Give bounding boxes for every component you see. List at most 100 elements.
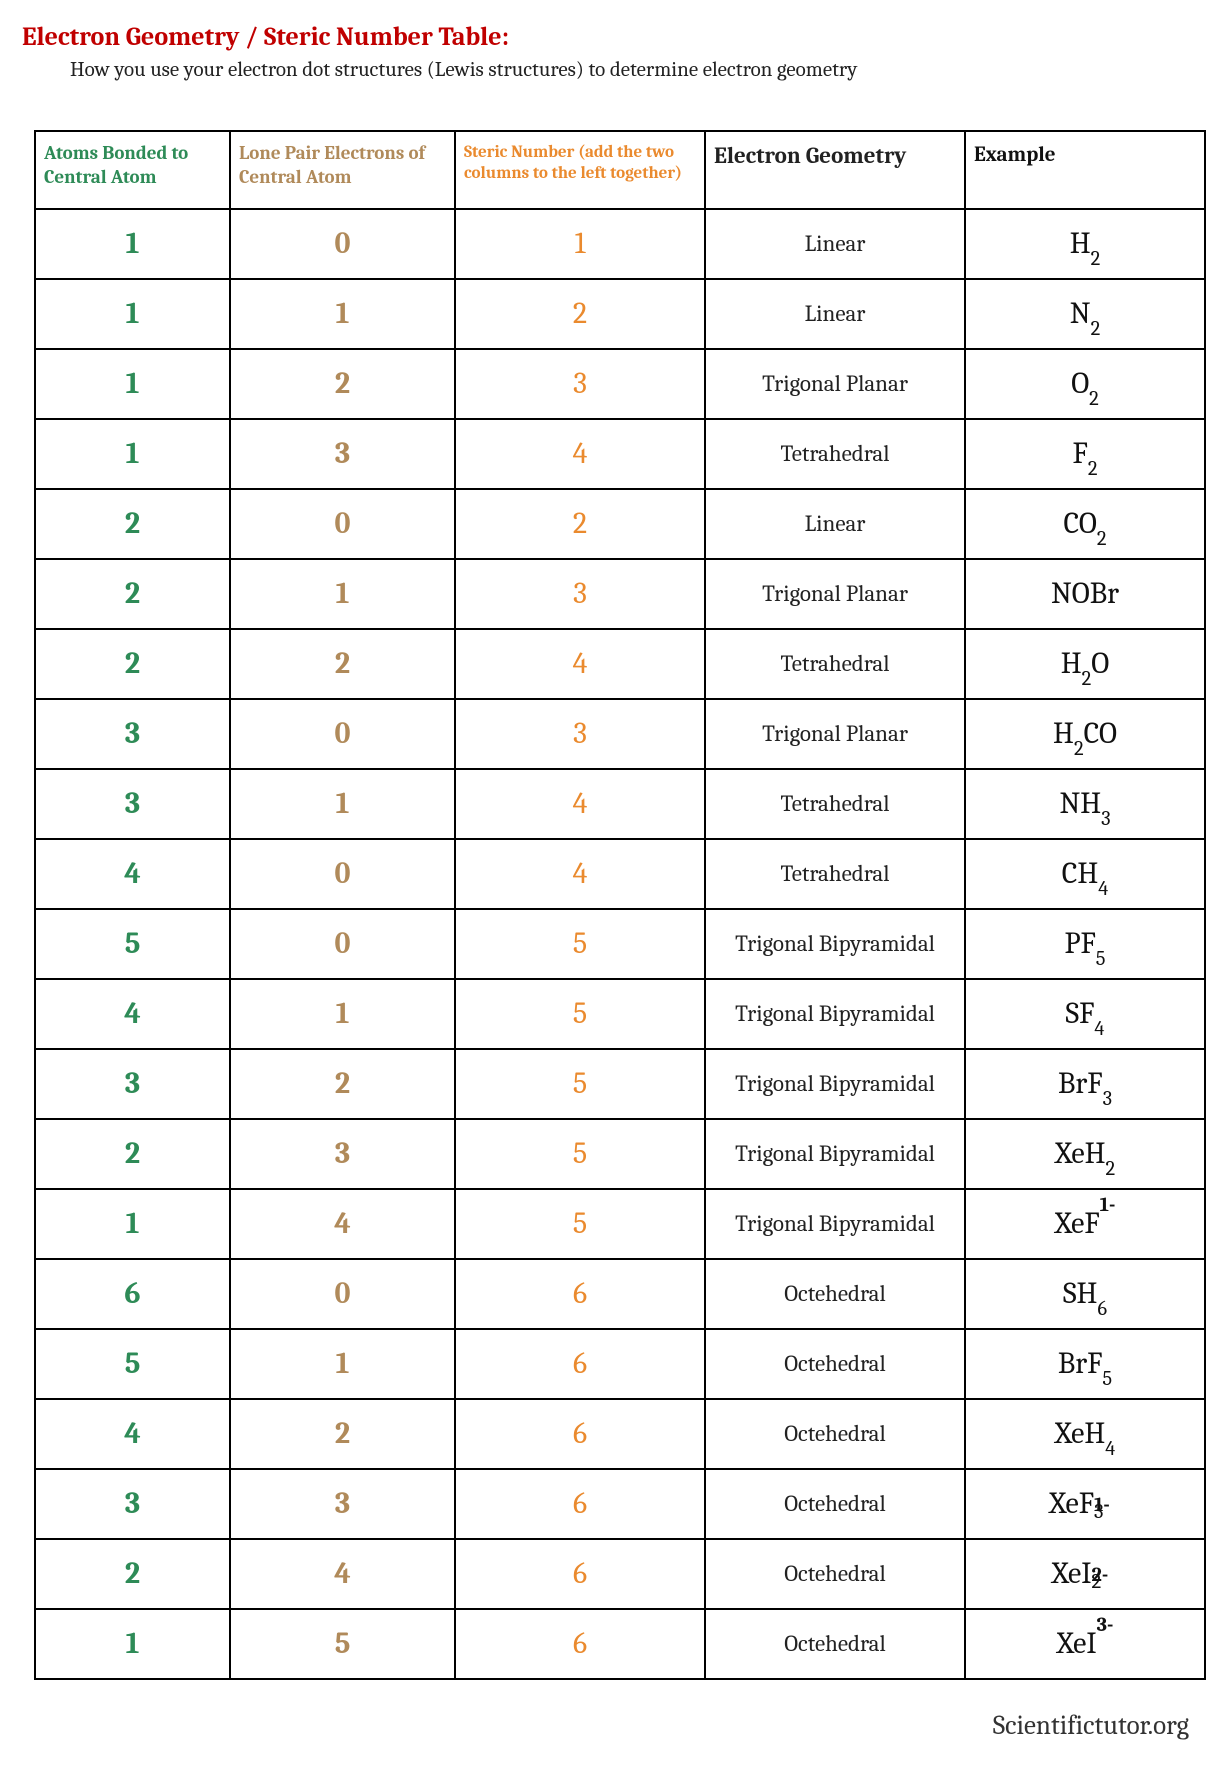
cell-lone: 0 [230,909,455,979]
cell-geom: Trigonal Bipyramidal [705,1119,965,1189]
cell-bonded: 3 [35,1049,230,1119]
cell-steric: 4 [455,419,705,489]
cell-geom: Trigonal Planar [705,349,965,419]
cell-example: NH3 [965,769,1205,839]
cell-steric: 4 [455,629,705,699]
table-row: 101LinearH2 [35,209,1205,279]
cell-example: H2O [965,629,1205,699]
cell-bonded: 1 [35,349,230,419]
cell-lone: 3 [230,1469,455,1539]
cell-geom: Linear [705,489,965,559]
table-row: 202LinearCO2 [35,489,1205,559]
cell-example: SF4 [965,979,1205,1049]
cell-geom: Trigonal Planar [705,699,965,769]
cell-bonded: 3 [35,769,230,839]
cell-lone: 2 [230,629,455,699]
cell-steric: 5 [455,1119,705,1189]
table-row: 156OctehedralXeI3- [35,1609,1205,1679]
cell-geom: Octehedral [705,1609,965,1679]
table-row: 606OctehedralSH6 [35,1259,1205,1329]
cell-example: H2 [965,209,1205,279]
table-row: 314TetrahedralNH3 [35,769,1205,839]
cell-lone: 2 [230,1049,455,1119]
table-row: 112LinearN2 [35,279,1205,349]
cell-example: XeF31- [965,1469,1205,1539]
cell-bonded: 2 [35,489,230,559]
cell-steric: 5 [455,909,705,979]
cell-steric: 6 [455,1329,705,1399]
table-row: 123Trigonal PlanarO2 [35,349,1205,419]
cell-geom: Octehedral [705,1259,965,1329]
cell-bonded: 5 [35,909,230,979]
cell-bonded: 3 [35,699,230,769]
subtitle-suffix: electron geometry [703,58,858,82]
cell-lone: 2 [230,349,455,419]
cell-geom: Octehedral [705,1539,965,1609]
cell-geom: Tetrahedral [705,629,965,699]
cell-geom: Linear [705,209,965,279]
table-row: 303Trigonal PlanarH2CO [35,699,1205,769]
cell-steric: 2 [455,489,705,559]
cell-lone: 2 [230,1399,455,1469]
cell-example: XeF1- [965,1189,1205,1259]
cell-bonded: 6 [35,1259,230,1329]
cell-geom: Trigonal Planar [705,559,965,629]
cell-bonded: 4 [35,1399,230,1469]
table-head: Atoms Bonded to Central AtomLone Pair El… [35,131,1205,209]
cell-bonded: 1 [35,1189,230,1259]
cell-example: CH4 [965,839,1205,909]
cell-steric: 3 [455,699,705,769]
cell-geom: Octehedral [705,1399,965,1469]
cell-lone: 0 [230,839,455,909]
footer-credit: Scientifictutor.org [22,1710,1189,1741]
page-subtitle: How you use your electron dot structures… [70,58,1209,82]
table-row: 134TetrahedralF2 [35,419,1205,489]
cell-geom: Trigonal Bipyramidal [705,909,965,979]
cell-example: XeI3- [965,1609,1205,1679]
cell-bonded: 2 [35,629,230,699]
cell-geom: Tetrahedral [705,419,965,489]
subtitle-prefix: How you use your electron dot structures… [70,58,703,82]
cell-bonded: 1 [35,1609,230,1679]
cell-bonded: 4 [35,979,230,1049]
cell-steric: 5 [455,979,705,1049]
table-row: 235Trigonal BipyramidalXeH2 [35,1119,1205,1189]
cell-example: XeH2 [965,1119,1205,1189]
cell-example: XeH4 [965,1399,1205,1469]
cell-lone: 4 [230,1189,455,1259]
cell-bonded: 4 [35,839,230,909]
table-row: 426OctehedralXeH4 [35,1399,1205,1469]
cell-bonded: 2 [35,1539,230,1609]
cell-lone: 0 [230,699,455,769]
cell-bonded: 1 [35,279,230,349]
cell-lone: 4 [230,1539,455,1609]
table-body: 101LinearH2112LinearN2123Trigonal Planar… [35,209,1205,1679]
cell-steric: 4 [455,839,705,909]
cell-bonded: 2 [35,559,230,629]
cell-example: XeI22- [965,1539,1205,1609]
table-row: 336OctehedralXeF31- [35,1469,1205,1539]
cell-steric: 6 [455,1539,705,1609]
cell-lone: 1 [230,979,455,1049]
cell-example: PF5 [965,909,1205,979]
cell-geom: Linear [705,279,965,349]
cell-geom: Tetrahedral [705,839,965,909]
table-row: 415Trigonal BipyramidalSF4 [35,979,1205,1049]
cell-bonded: 1 [35,209,230,279]
cell-example: CO2 [965,489,1205,559]
cell-steric: 6 [455,1469,705,1539]
cell-lone: 3 [230,419,455,489]
cell-steric: 3 [455,559,705,629]
cell-bonded: 1 [35,419,230,489]
col-header-example: Example [965,131,1205,209]
cell-example: BrF5 [965,1329,1205,1399]
cell-example: N2 [965,279,1205,349]
cell-steric: 6 [455,1609,705,1679]
col-header-lone: Lone Pair Electrons of Central Atom [230,131,455,209]
cell-lone: 1 [230,1329,455,1399]
steric-number-table: Atoms Bonded to Central AtomLone Pair El… [34,130,1206,1680]
col-header-geom: Electron Geometry [705,131,965,209]
cell-example: F2 [965,419,1205,489]
cell-geom: Trigonal Bipyramidal [705,1189,965,1259]
cell-lone: 1 [230,769,455,839]
